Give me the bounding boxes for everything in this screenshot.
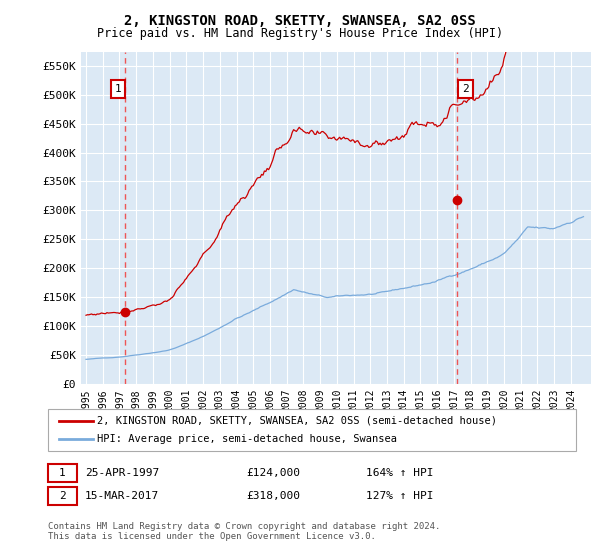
Text: 1: 1 <box>59 468 66 478</box>
Text: 127% ↑ HPI: 127% ↑ HPI <box>366 491 433 501</box>
Text: 2: 2 <box>59 491 66 501</box>
Text: 25-APR-1997: 25-APR-1997 <box>85 468 160 478</box>
Text: 15-MAR-2017: 15-MAR-2017 <box>85 491 160 501</box>
Text: £318,000: £318,000 <box>246 491 300 501</box>
Text: 1: 1 <box>115 84 121 94</box>
Text: 2, KINGSTON ROAD, SKETTY, SWANSEA, SA2 0SS (semi-detached house): 2, KINGSTON ROAD, SKETTY, SWANSEA, SA2 0… <box>97 416 497 426</box>
Text: HPI: Average price, semi-detached house, Swansea: HPI: Average price, semi-detached house,… <box>97 434 397 444</box>
Text: 164% ↑ HPI: 164% ↑ HPI <box>366 468 433 478</box>
Text: 2, KINGSTON ROAD, SKETTY, SWANSEA, SA2 0SS: 2, KINGSTON ROAD, SKETTY, SWANSEA, SA2 0… <box>124 14 476 28</box>
Text: £124,000: £124,000 <box>246 468 300 478</box>
Text: 2: 2 <box>463 84 469 94</box>
Text: Price paid vs. HM Land Registry's House Price Index (HPI): Price paid vs. HM Land Registry's House … <box>97 27 503 40</box>
Text: Contains HM Land Registry data © Crown copyright and database right 2024.
This d: Contains HM Land Registry data © Crown c… <box>48 522 440 542</box>
